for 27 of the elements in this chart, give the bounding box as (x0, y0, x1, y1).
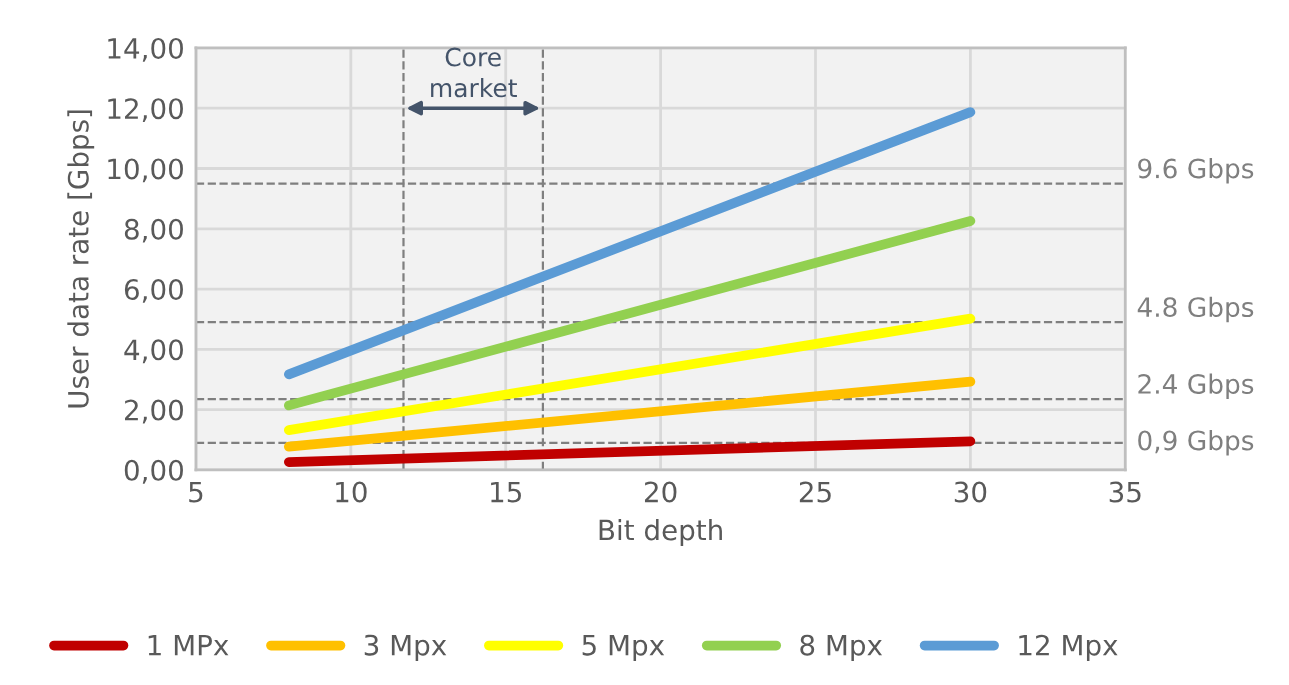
legend-label: 1 MPx (148, 635, 229, 656)
y-tick-label: 6,00 (124, 279, 183, 303)
ref-line-label: 2.4 Gbps (1138, 373, 1254, 400)
x-tick-label: 5 (189, 481, 203, 503)
y-tick-label: 8,00 (124, 218, 183, 243)
y-tick-label: 0,00 (124, 459, 183, 484)
ref-line-label: 4.8 Gbps (1137, 296, 1254, 323)
y-axis-title: User data rate [Gbps] (67, 110, 95, 408)
x-tick-label: 25 (799, 481, 831, 503)
legend-label: 12 Mpx (1019, 634, 1118, 662)
y-tick-label: 14,00 (108, 37, 183, 62)
y-tick-label: 4,00 (124, 339, 183, 364)
legend-label: 5 Mpx (582, 635, 665, 662)
x-tick-label: 10 (336, 481, 367, 503)
x-tick-label: 30 (954, 481, 987, 503)
y-tick-label: 12,00 (108, 98, 183, 123)
x-tick-label: 15 (491, 481, 521, 503)
x-axis-title: Bit depth (599, 519, 722, 546)
ref-line-label: 9.6 Gbps (1138, 158, 1254, 184)
x-tick-label: 20 (644, 481, 677, 503)
ref-line-label: 0,9 Gbps (1138, 430, 1254, 456)
x-tick-label: 35 (1109, 481, 1141, 503)
legend-label: 8 Mpx (800, 634, 883, 662)
y-tick-label: 10,00 (108, 158, 183, 183)
annotation: Core market (431, 47, 517, 98)
legend-label: 3 Mpx (364, 634, 447, 662)
y-tick-label: 2,00 (125, 399, 183, 424)
